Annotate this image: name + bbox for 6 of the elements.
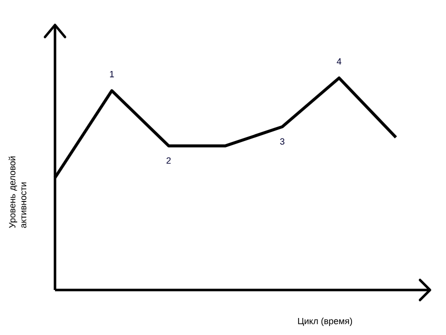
annotation: 4	[336, 58, 342, 64]
annotation: 3	[280, 138, 284, 145]
annotation: 1	[110, 71, 114, 78]
x-axis-title: Цикл (время)	[298, 318, 352, 326]
y-axis-title: Уровень деловой активности	[8, 156, 26, 228]
annotation: 2	[166, 157, 171, 164]
